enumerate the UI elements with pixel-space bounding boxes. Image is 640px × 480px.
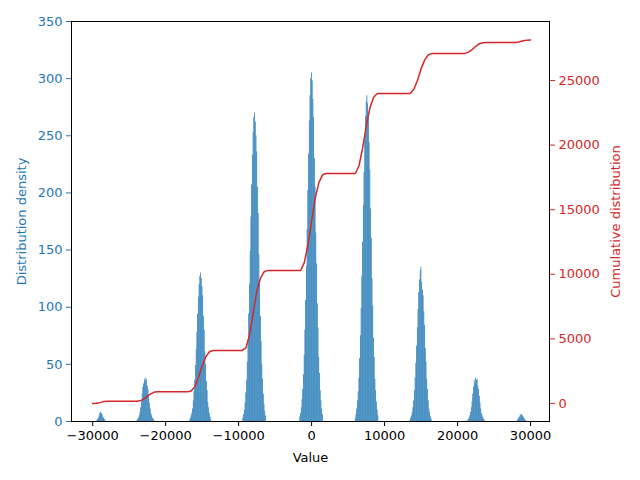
- svg-text:10000: 10000: [559, 266, 600, 281]
- svg-text:Distribution density: Distribution density: [14, 157, 29, 285]
- svg-text:0: 0: [559, 396, 567, 411]
- svg-text:10000: 10000: [364, 428, 405, 443]
- svg-text:15000: 15000: [559, 202, 600, 217]
- svg-text:−20000: −20000: [140, 428, 192, 443]
- svg-text:25000: 25000: [559, 73, 600, 88]
- svg-text:300: 300: [38, 71, 63, 86]
- svg-text:0: 0: [54, 414, 62, 429]
- svg-text:20000: 20000: [559, 137, 600, 152]
- svg-text:200: 200: [38, 185, 63, 200]
- svg-text:Value: Value: [293, 450, 329, 465]
- svg-text:0: 0: [307, 428, 315, 443]
- svg-text:−10000: −10000: [212, 428, 264, 443]
- svg-text:250: 250: [38, 128, 63, 143]
- svg-text:50: 50: [46, 357, 63, 372]
- svg-text:150: 150: [38, 242, 63, 257]
- svg-text:Cumulative distribution: Cumulative distribution: [608, 145, 623, 297]
- svg-text:350: 350: [38, 14, 63, 29]
- svg-text:−30000: −30000: [67, 428, 119, 443]
- svg-text:100: 100: [38, 299, 63, 314]
- svg-text:20000: 20000: [437, 428, 478, 443]
- svg-text:30000: 30000: [510, 428, 551, 443]
- svg-text:5000: 5000: [559, 331, 592, 346]
